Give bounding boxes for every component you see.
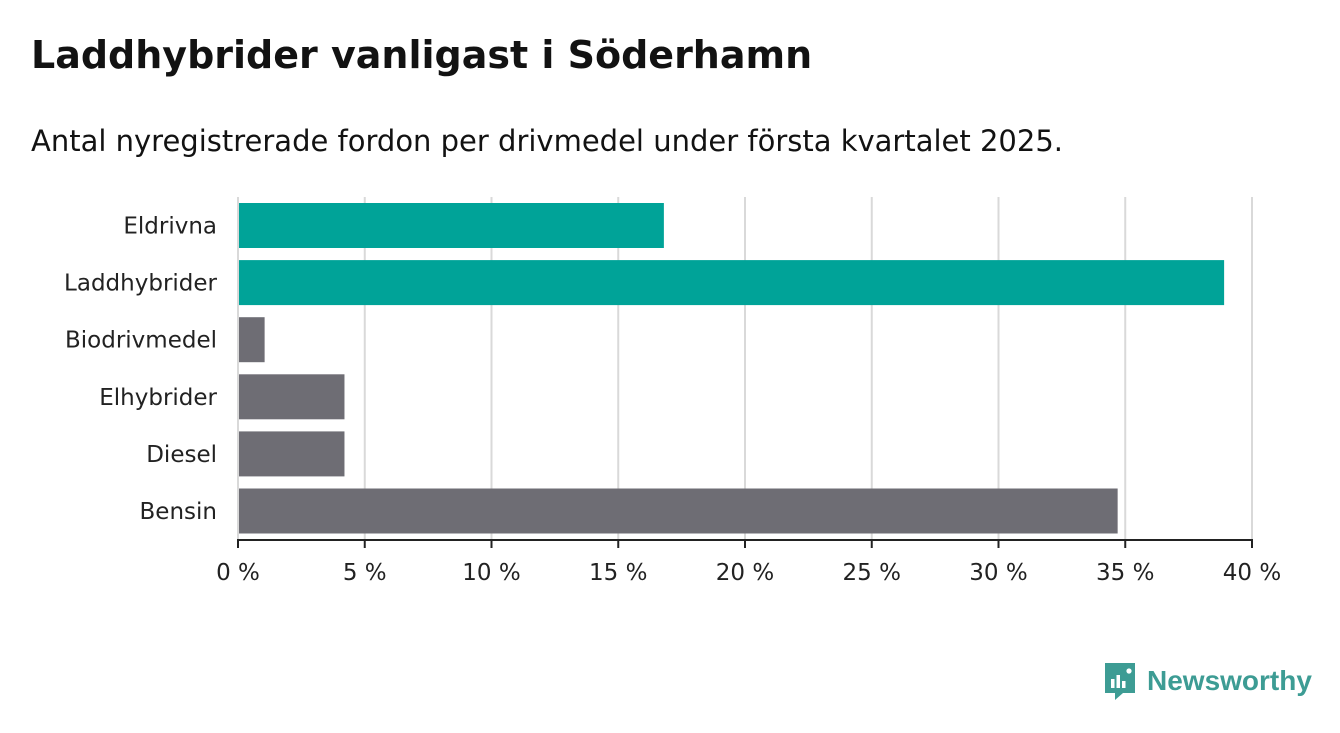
x-tick-label: 30 % [969,560,1027,586]
category-label: Bensin [140,499,217,525]
category-label: Eldrivna [123,214,217,240]
bar [238,260,1225,306]
chart-title: Laddhybrider vanligast i Söderhamn [31,33,813,77]
x-tick-label: 35 % [1096,560,1154,586]
x-tick-label: 10 % [462,560,520,586]
chart-subtitle: Antal nyregistrerade fordon per drivmede… [31,124,1064,158]
newsworthy-logo: Newsworthy [1103,661,1312,701]
bar [238,488,1118,534]
x-tick-label: 40 % [1223,560,1281,586]
category-label: Laddhybrider [64,271,217,297]
x-tick-label: 20 % [716,560,774,586]
x-tick-label: 25 % [843,560,901,586]
bar [238,203,664,248]
category-label: Elhybrider [99,385,217,411]
bar [238,431,345,477]
x-tick-label: 5 % [343,560,387,586]
newsworthy-logo-icon [1105,663,1135,700]
x-tick-label: 15 % [589,560,647,586]
category-label: Biodrivmedel [65,328,217,354]
category-label: Diesel [146,442,217,468]
logo-text: Newsworthy [1147,665,1312,696]
bar [238,374,345,420]
bar [238,317,265,363]
x-tick-label: 0 % [216,560,260,586]
